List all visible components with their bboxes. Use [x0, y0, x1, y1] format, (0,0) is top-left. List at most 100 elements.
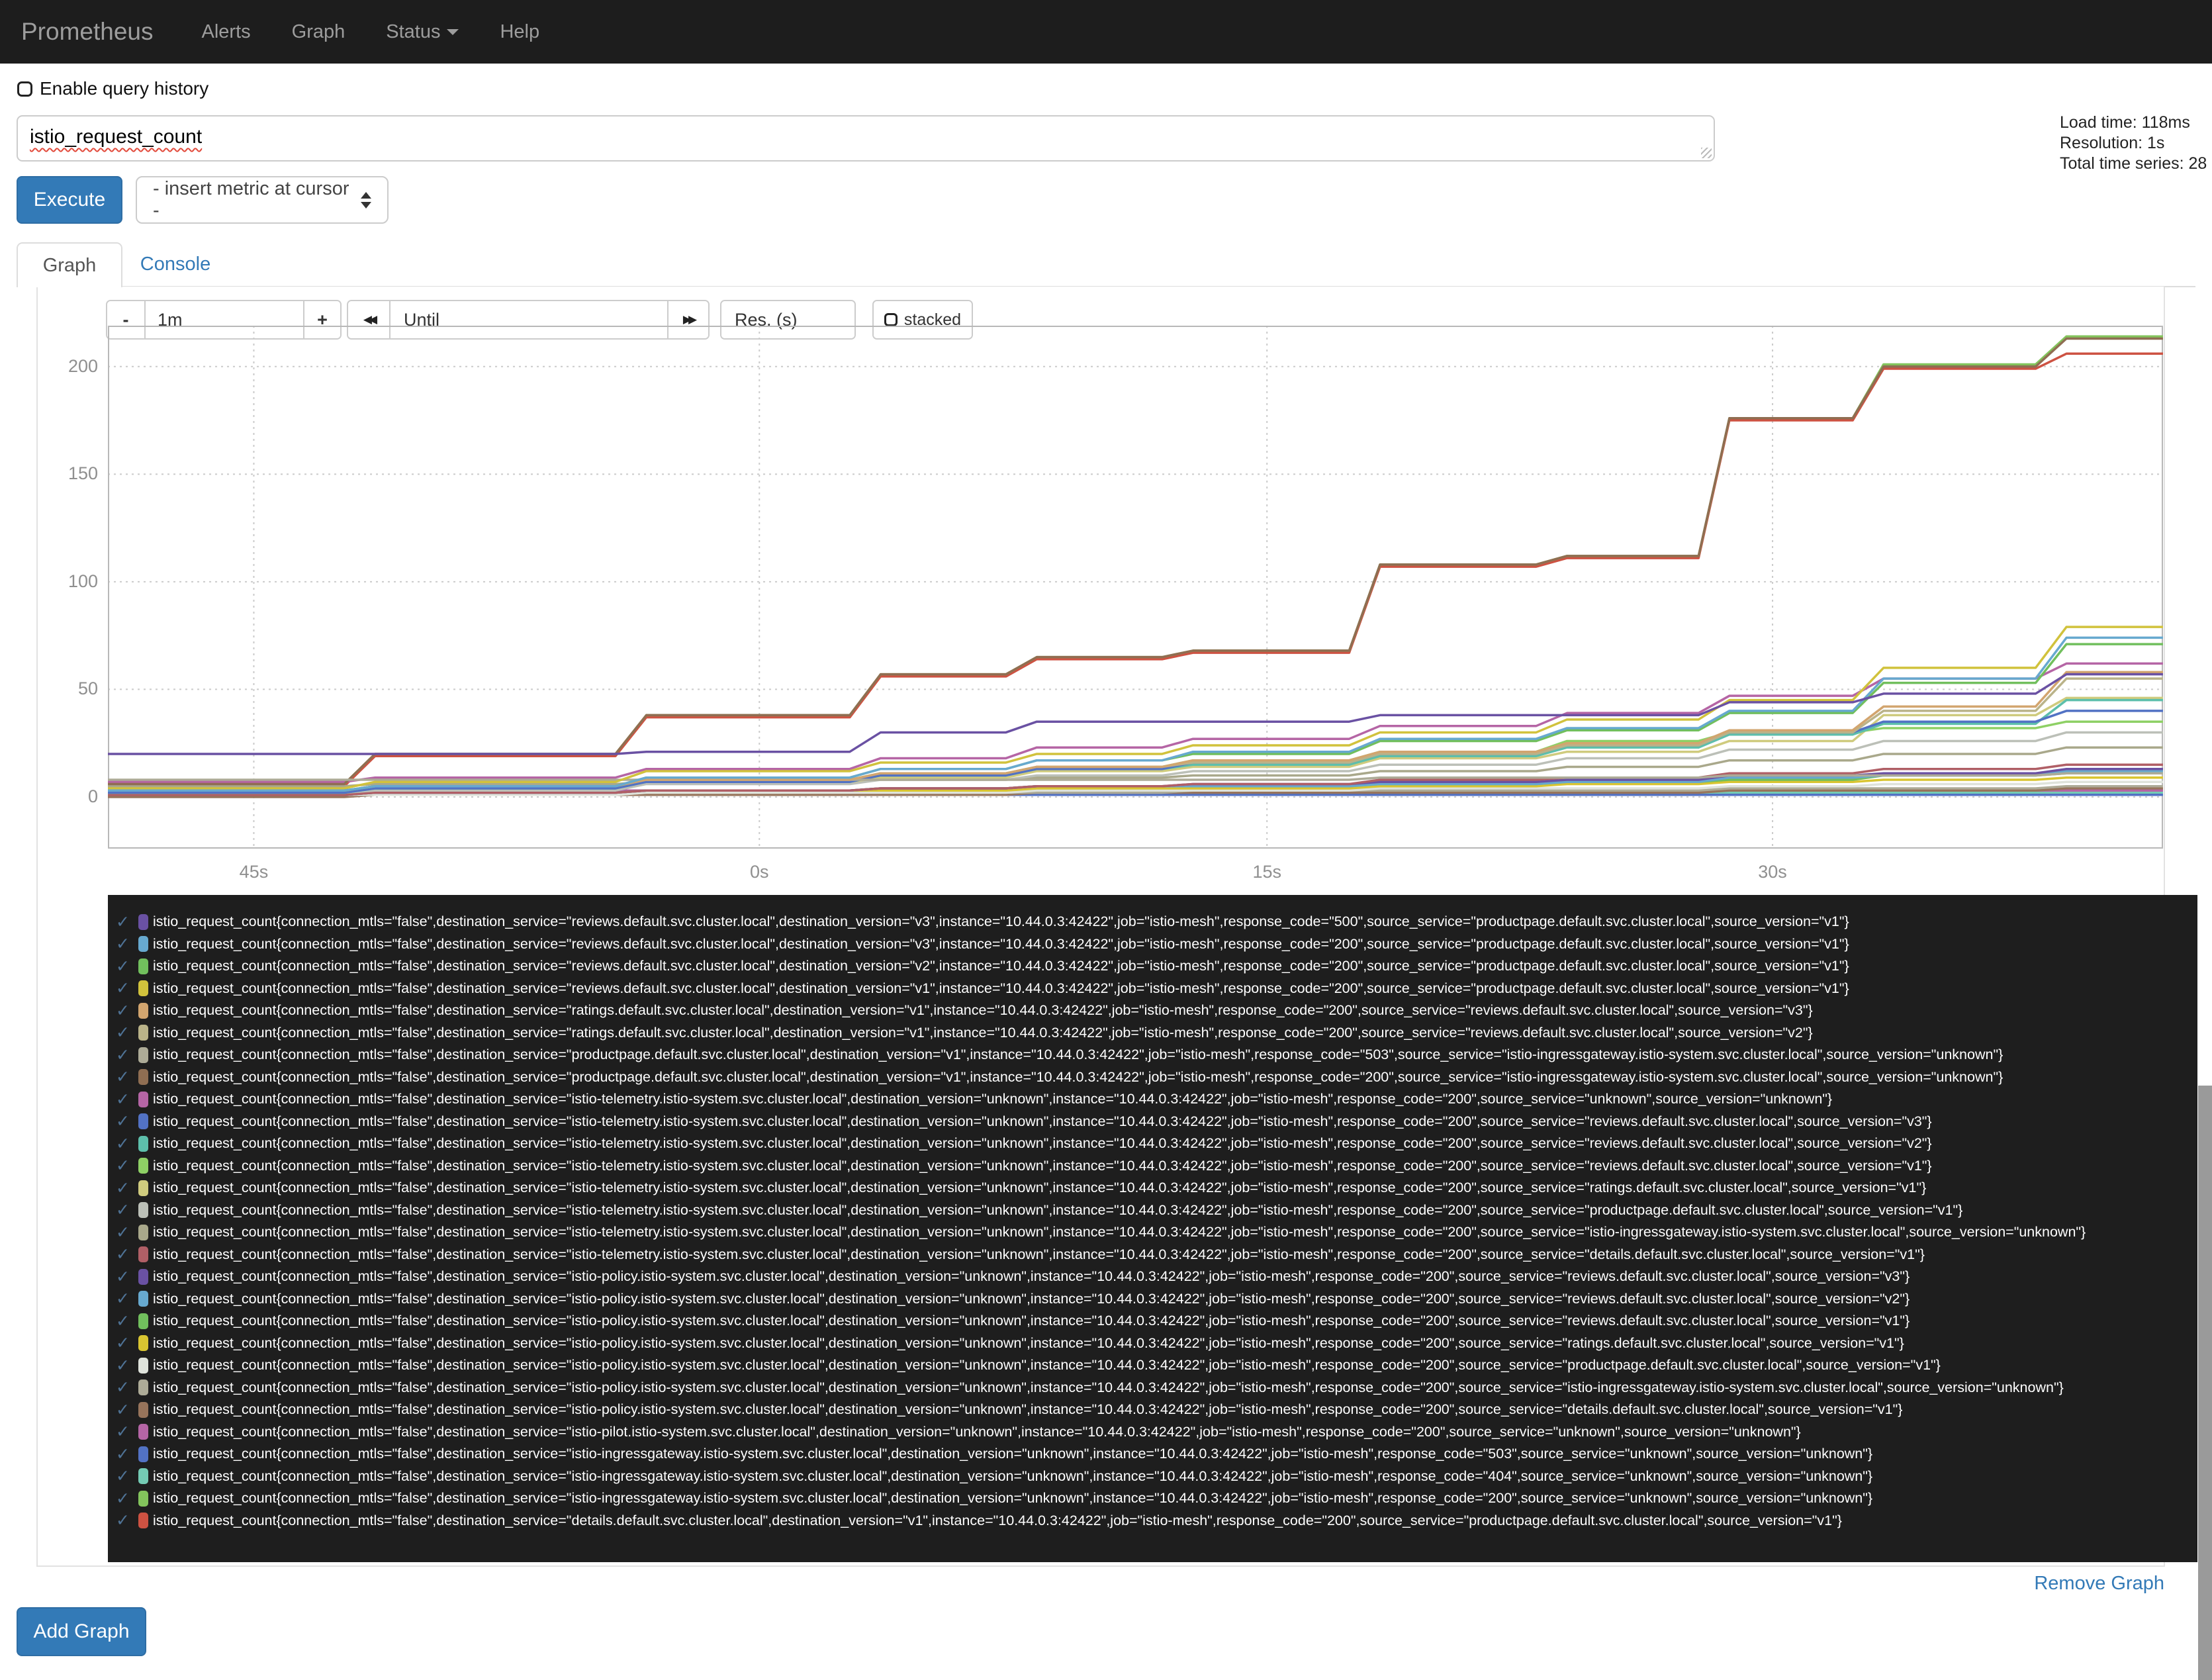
graph-canvas[interactable]: 45s 0s 15s 30s [108, 326, 2163, 885]
series-label: istio_request_count{connection_mtls="fal… [153, 913, 1849, 930]
legend-row[interactable]: ✓ istio_request_count{connection_mtls="fa… [116, 978, 2197, 1000]
enable-query-history-label: Enable query history [40, 78, 209, 99]
nav-item-graph[interactable]: Graph [291, 21, 346, 42]
legend-row[interactable]: ✓ istio_request_count{connection_mtls="fa… [116, 1044, 2197, 1066]
series-label: istio_request_count{connection_mtls="fal… [153, 1047, 2004, 1063]
series-color-swatch [138, 1490, 148, 1507]
check-icon: ✓ [116, 1289, 130, 1309]
check-icon: ✓ [116, 935, 130, 954]
series-label: istio_request_count{connection_mtls="fal… [153, 1490, 1873, 1507]
series-line-productpage-v1-503-from-ingressgateway [108, 772, 2163, 781]
execute-button[interactable]: Execute [17, 176, 122, 224]
series-color-swatch [138, 958, 148, 974]
enable-query-history-checkbox[interactable] [17, 81, 32, 97]
series-color-swatch [138, 980, 148, 997]
legend-row[interactable]: ✓ istio_request_count{connection_mtls="fa… [116, 1244, 2197, 1266]
legend-row[interactable]: ✓ istio_request_count{connection_mtls="fa… [116, 1487, 2197, 1510]
stat-resolution: Resolution: 1s [2060, 134, 2165, 152]
nav-item-help[interactable]: Help [500, 21, 540, 42]
x-tick-label: 30s [1758, 862, 1787, 882]
series-color-swatch [138, 1202, 148, 1219]
series-color-swatch [138, 1513, 148, 1529]
check-icon: ✓ [116, 1156, 130, 1176]
legend-row[interactable]: ✓ istio_request_count{connection_mtls="fa… [116, 1133, 2197, 1155]
legend-row[interactable]: ✓ istio_request_count{connection_mtls="fa… [116, 1177, 2197, 1199]
series-color-swatch [138, 1268, 148, 1285]
check-icon: ✓ [116, 1311, 130, 1330]
query-expression-text: istio_request_count [30, 126, 203, 148]
series-label: istio_request_count{connection_mtls="fal… [153, 1091, 1833, 1107]
series-line-telemetry-200-from-details-v1 [108, 763, 2163, 796]
legend-row[interactable]: ✓ istio_request_count{connection_mtls="fa… [116, 1266, 2197, 1288]
check-icon: ✓ [116, 1178, 130, 1197]
legend-row[interactable]: ✓ istio_request_count{connection_mtls="fa… [116, 1066, 2197, 1089]
time-back-button[interactable]: ◀◀ [348, 301, 389, 338]
legend-row[interactable]: ✓ istio_request_count{connection_mtls="fa… [116, 1466, 2197, 1488]
check-icon: ✓ [116, 1356, 130, 1375]
legend-row[interactable]: ✓ istio_request_count{connection_mtls="fa… [116, 911, 2197, 933]
series-color-swatch [138, 1291, 148, 1307]
series-color-swatch [138, 1002, 148, 1019]
series-color-swatch [138, 1313, 148, 1329]
time-forward-button[interactable]: ▶▶ [667, 301, 708, 338]
legend-row[interactable]: ✓ istio_request_count{connection_mtls="fa… [116, 1088, 2197, 1111]
until-input[interactable]: Until [389, 301, 667, 338]
legend-row[interactable]: ✓ istio_request_count{connection_mtls="fa… [116, 1000, 2197, 1022]
insert-metric-select[interactable]: - insert metric at cursor - [136, 176, 389, 224]
series-label: istio_request_count{connection_mtls="fal… [153, 1512, 1842, 1528]
series-color-swatch [138, 936, 148, 953]
query-expression-input[interactable]: istio_request_count [17, 115, 1715, 162]
series-label: istio_request_count{connection_mtls="fal… [153, 1068, 2004, 1085]
series-color-swatch [138, 1091, 148, 1107]
series-label: istio_request_count{connection_mtls="fal… [153, 1423, 1801, 1440]
legend-row[interactable]: ✓ istio_request_count{connection_mtls="fa… [116, 1022, 2197, 1045]
range-increase-button[interactable]: + [303, 301, 340, 338]
tab-graph[interactable]: Graph [17, 242, 122, 287]
stacked-toggle[interactable]: stacked [874, 301, 972, 338]
brand-prometheus[interactable]: Prometheus [21, 18, 154, 45]
legend-row[interactable]: ✓ istio_request_count{connection_mtls="fa… [116, 1421, 2197, 1444]
resize-grip-icon[interactable] [1701, 148, 1712, 158]
check-icon: ✓ [116, 1467, 130, 1486]
check-icon: ✓ [116, 1045, 130, 1064]
tab-console[interactable]: Console [140, 253, 211, 275]
legend-row[interactable]: ✓ istio_request_count{connection_mtls="fa… [116, 1288, 2197, 1311]
legend-row[interactable]: ✓ istio_request_count{connection_mtls="fa… [116, 1399, 2197, 1421]
check-icon: ✓ [116, 1423, 130, 1442]
legend-row[interactable]: ✓ istio_request_count{connection_mtls="fa… [116, 1377, 2197, 1399]
nav-item-status[interactable]: Status [365, 21, 479, 43]
legend-row[interactable]: ✓ istio_request_count{connection_mtls="fa… [116, 1155, 2197, 1178]
fast-forward-icon: ▶▶ [682, 313, 697, 326]
legend-row[interactable]: ✓ istio_request_count{connection_mtls="fa… [116, 1510, 2197, 1532]
legend-row[interactable]: ✓ istio_request_count{connection_mtls="fa… [116, 1310, 2197, 1332]
check-icon: ✓ [116, 1245, 130, 1264]
series-color-swatch [138, 1357, 148, 1374]
check-icon: ✓ [116, 957, 130, 976]
legend-row[interactable]: ✓ istio_request_count{connection_mtls="fa… [116, 1354, 2197, 1377]
y-tick-label: 50 [77, 678, 98, 699]
add-graph-button[interactable]: Add Graph [17, 1607, 146, 1656]
stacked-label: stacked [903, 310, 962, 329]
remove-graph-link[interactable]: Remove Graph [2034, 1573, 2164, 1594]
scrollbar-thumb[interactable] [2198, 1086, 2212, 1680]
series-label: istio_request_count{connection_mtls="fal… [153, 1334, 1904, 1351]
legend-row[interactable]: ✓ istio_request_count{connection_mtls="fa… [116, 1332, 2197, 1355]
legend-row[interactable]: ✓ istio_request_count{connection_mtls="fa… [116, 955, 2197, 978]
legend-row[interactable]: ✓ istio_request_count{connection_mtls="fa… [116, 1199, 2197, 1222]
stat-total-series: Total time series: 28 [2060, 154, 2207, 173]
legend-row[interactable]: ✓ istio_request_count{connection_mtls="fa… [116, 1443, 2197, 1466]
series-color-swatch [138, 1468, 148, 1485]
legend-row[interactable]: ✓ istio_request_count{connection_mtls="fa… [116, 1111, 2197, 1133]
time-control-group: ◀◀ Until ▶▶ [347, 300, 710, 340]
legend-row[interactable]: ✓ istio_request_count{connection_mtls="fa… [116, 1221, 2197, 1244]
series-label: istio_request_count{connection_mtls="fal… [153, 1224, 2086, 1240]
range-input[interactable]: 1m [144, 301, 303, 338]
series-line-productpage-v1-200-from-ingressgateway [108, 337, 2163, 786]
check-icon: ✓ [116, 912, 130, 931]
legend-row[interactable]: ✓ istio_request_count{connection_mtls="fa… [116, 933, 2197, 956]
nav-item-alerts[interactable]: Alerts [201, 21, 251, 42]
range-control-group: - 1m + [106, 300, 342, 340]
y-tick-label: 0 [87, 786, 98, 806]
stacked-checkbox[interactable] [884, 313, 898, 326]
range-decrease-button[interactable]: - [107, 301, 144, 338]
